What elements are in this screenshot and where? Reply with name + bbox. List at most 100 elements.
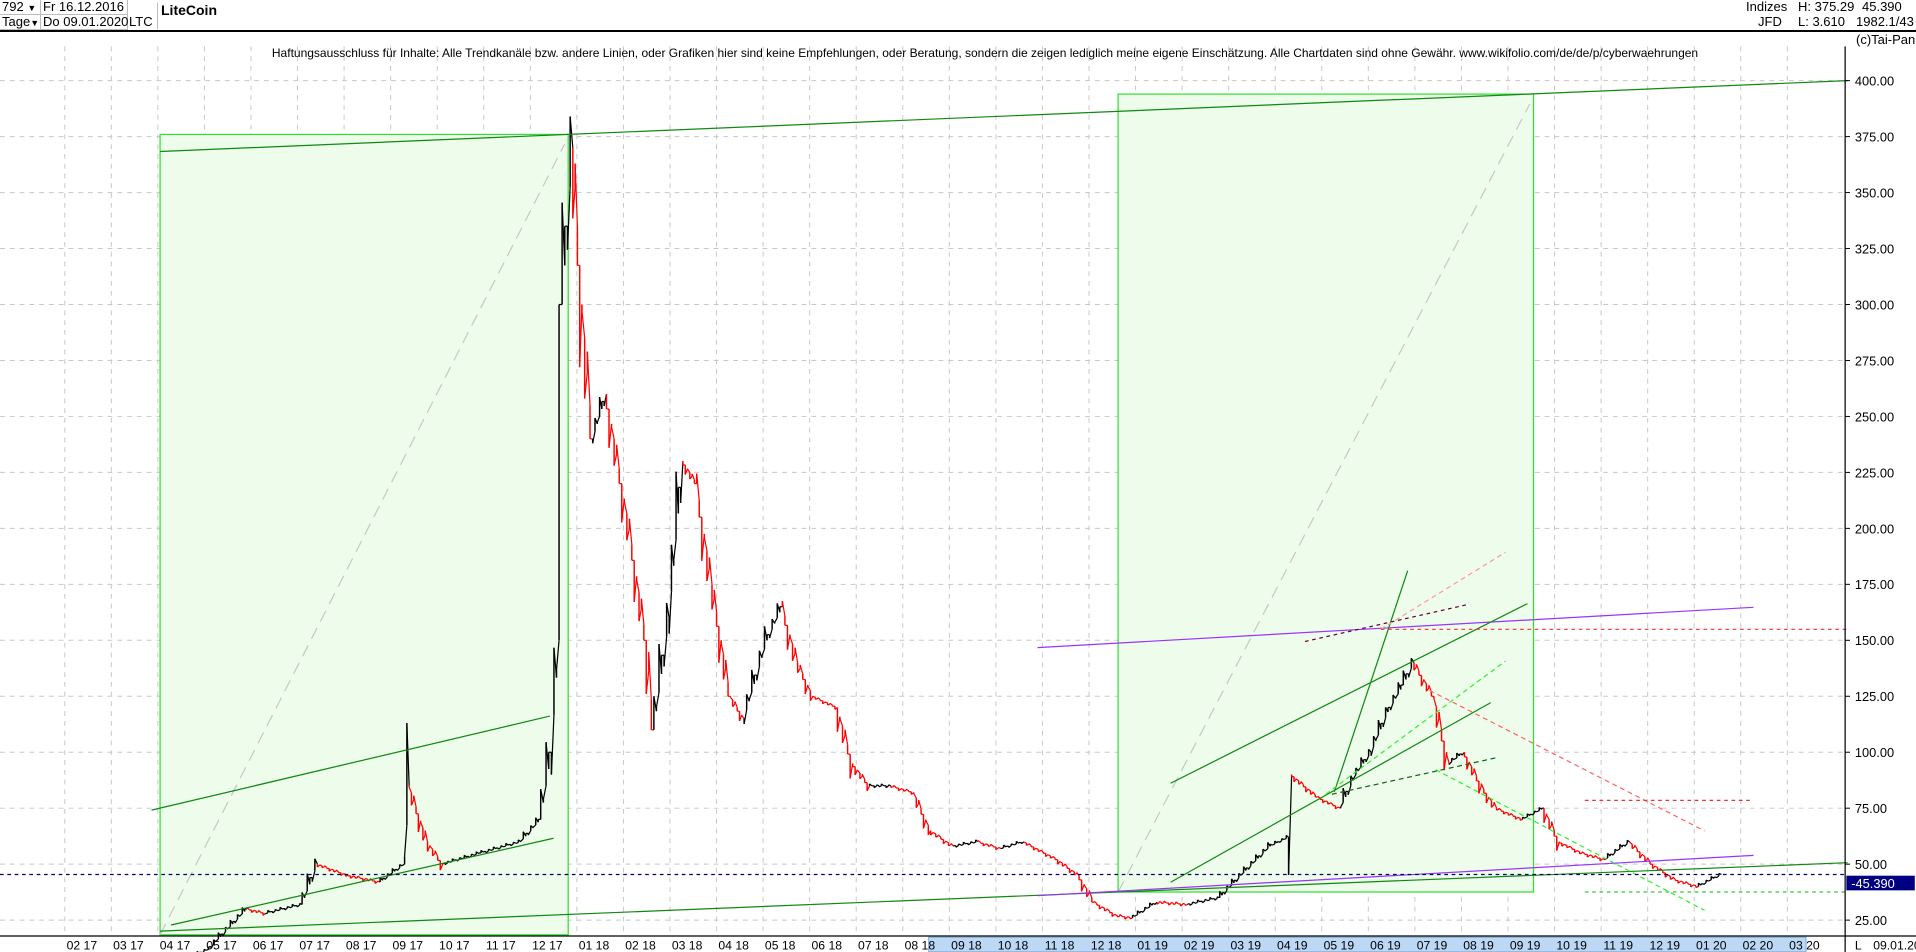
price-segment	[1352, 774, 1357, 780]
price-segment	[362, 878, 366, 882]
last-value: 45.390	[1862, 0, 1902, 14]
price-segment	[1576, 850, 1580, 853]
price-segment	[1185, 903, 1188, 906]
price-segment	[995, 847, 999, 851]
price-segment	[1235, 877, 1240, 883]
price-segment	[701, 533, 705, 561]
price-segment	[655, 692, 660, 708]
price-segment	[1192, 901, 1196, 904]
price-segment	[990, 843, 994, 847]
price-segment	[319, 864, 323, 867]
price-segment	[1114, 913, 1118, 917]
price-segment	[1677, 880, 1682, 884]
x-tick-label: 10 17	[439, 938, 470, 952]
price-segment	[1703, 882, 1707, 886]
price-segment	[429, 845, 434, 850]
trendline-purple	[1037, 854, 1754, 897]
price-segment	[1335, 806, 1339, 810]
price-segment	[1433, 698, 1438, 708]
x-tick-label: 02 17	[67, 938, 98, 952]
x-tick-label: 01 18	[579, 938, 610, 952]
price-segment	[274, 908, 278, 911]
drawing-boxes	[159, 93, 1535, 936]
price-segment	[357, 875, 361, 879]
price-segment	[1693, 884, 1697, 887]
price-segment	[1413, 666, 1417, 671]
price-segment	[982, 843, 987, 847]
x-tick-label: 03 20	[1789, 938, 1820, 952]
y-tick-label: 25.00	[1855, 913, 1887, 928]
price-segment	[284, 907, 288, 911]
header-bar: 792 ▼ Tage▼ Fr 16.12.2016 Do 09.01.2020 …	[0, 0, 1916, 32]
y-tick-label: 150.00	[1855, 633, 1894, 648]
period-dropdown[interactable]: Tage▼	[0, 14, 41, 30]
price-segment	[324, 865, 328, 869]
x-tick-label: 04 18	[718, 938, 749, 952]
price-segment	[636, 579, 640, 593]
price-segment	[396, 867, 401, 871]
price-segment	[1695, 885, 1699, 889]
price-segment	[1028, 843, 1032, 847]
x-tick-label: 07 19	[1417, 938, 1448, 952]
price-segment	[703, 537, 708, 551]
price-segment	[296, 904, 301, 908]
price-segment	[550, 714, 555, 775]
price-segment	[1592, 856, 1596, 859]
bars-count-dropdown[interactable]: 792 ▼	[0, 0, 41, 15]
price-segment	[918, 799, 922, 809]
price-segment	[314, 858, 318, 865]
price-segment	[668, 591, 673, 634]
price-segment	[608, 423, 613, 448]
price-segment	[1718, 872, 1722, 876]
price-segment	[1612, 852, 1616, 856]
price-segment	[420, 821, 424, 829]
price-segment	[967, 842, 972, 846]
x-tick-label: 03 17	[113, 938, 144, 952]
x-tick-label: 09 19	[1510, 938, 1541, 952]
price-segment	[444, 862, 448, 866]
price-segment	[1478, 785, 1482, 794]
price-segment	[572, 186, 576, 219]
price-segment	[1305, 788, 1309, 793]
y-tick-label: 125.00	[1855, 689, 1894, 704]
price-segment	[592, 431, 596, 444]
price-segment	[272, 910, 276, 914]
start-date[interactable]: Fr 16.12.2016	[41, 0, 128, 15]
price-segment	[258, 909, 262, 913]
price-segment	[729, 696, 734, 701]
price-segment	[596, 416, 601, 423]
price-segment	[809, 695, 814, 702]
price-segment	[998, 846, 1002, 850]
x-tick-label: 06 18	[811, 938, 842, 952]
end-date[interactable]: Do 09.01.2020	[41, 14, 129, 30]
price-segment	[1531, 812, 1535, 816]
price-segment	[689, 475, 693, 480]
symbol: LTC	[129, 14, 153, 29]
price-segment	[866, 785, 871, 792]
price-segment	[621, 498, 625, 523]
price-segment	[1322, 800, 1326, 804]
price-segment	[410, 799, 415, 806]
price-segment	[1443, 752, 1448, 771]
price-segment	[972, 841, 976, 844]
price-segment	[706, 567, 711, 582]
price-segment	[581, 311, 586, 339]
price-segment	[584, 371, 588, 399]
price-segment	[1503, 811, 1507, 815]
price-segment	[1654, 865, 1658, 869]
price-segment	[1026, 843, 1030, 846]
price-segment	[1021, 841, 1025, 845]
price-segment	[876, 784, 880, 787]
price-segment	[1207, 899, 1211, 902]
trendline-dashed	[1435, 769, 1705, 911]
trendline	[1170, 603, 1528, 784]
price-segment	[311, 870, 316, 882]
price-segment	[1081, 884, 1085, 892]
price-segment	[1265, 848, 1269, 852]
price-segment	[1448, 761, 1453, 765]
price-segment	[1586, 854, 1591, 858]
trendline	[151, 715, 551, 811]
price-segment	[1569, 845, 1573, 849]
price-segment	[1141, 909, 1146, 913]
price-segment	[915, 803, 920, 809]
